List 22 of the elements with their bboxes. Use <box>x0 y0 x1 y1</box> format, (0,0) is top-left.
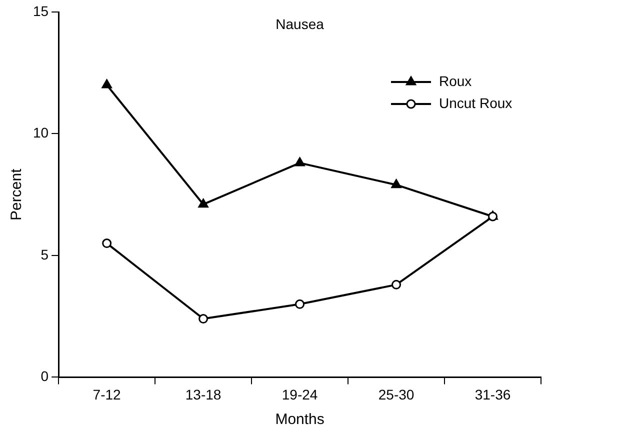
x-axis-title: Months <box>275 411 324 428</box>
x-tick-label: 31-36 <box>474 386 511 402</box>
legend-label: Roux <box>439 72 472 89</box>
point <box>102 79 112 88</box>
x-tick-label: 13-18 <box>185 386 222 402</box>
x-tick-label: 7-12 <box>92 386 122 402</box>
point <box>198 314 208 324</box>
point <box>198 198 208 208</box>
x-tick-label: 25-30 <box>378 386 414 402</box>
point <box>391 179 402 188</box>
y-tick-label: 15 <box>32 2 49 19</box>
point <box>102 238 112 248</box>
y-tick-label: 5 <box>40 246 49 262</box>
point <box>295 299 305 309</box>
y-axis-title: Percent <box>8 168 26 220</box>
y-tick-label: 10 <box>32 124 49 141</box>
x-tick-label: 19-24 <box>282 386 318 402</box>
legend-label: Uncut Roux <box>439 94 512 111</box>
y-tick-label: 0 <box>40 368 49 384</box>
chart-title: Nausea <box>276 16 324 32</box>
point <box>392 280 402 290</box>
point <box>294 157 305 166</box>
